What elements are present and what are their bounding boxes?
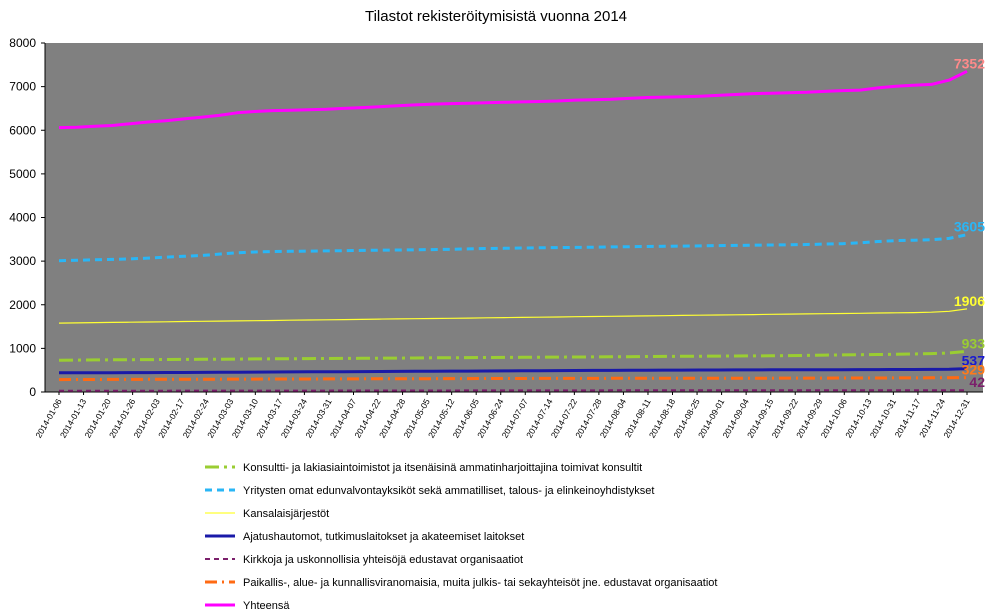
series-end-label: 537: [962, 353, 986, 369]
x-axis: 2014-01-062014-01-132014-01-202014-01-26…: [33, 391, 983, 440]
series-lines: [58, 69, 968, 392]
y-tick-label: 8000: [9, 36, 36, 50]
series-end-label: 1906: [954, 293, 985, 309]
legend-label: Ajatushautomot, tutkimuslaitokset ja aka…: [243, 531, 524, 543]
y-tick-label: 0: [29, 385, 36, 399]
series-end-label: 3605: [954, 219, 985, 235]
legend-label: Kirkkoja ja uskonnollisia yhteisöjä edus…: [243, 554, 523, 566]
series-end-label: 329: [962, 362, 986, 378]
series-line: [58, 308, 968, 324]
series-line: [58, 69, 968, 130]
legend-label: Konsultti- ja lakiasiaintoimistot ja its…: [243, 462, 642, 474]
series-line: [59, 389, 967, 392]
y-tick-label: 6000: [9, 123, 36, 137]
series-end-label: 42: [969, 374, 985, 390]
y-tick-label: 2000: [9, 298, 36, 312]
series-line: [58, 376, 968, 382]
series-line: [58, 349, 968, 362]
legend-label: Yritysten omat edunvalvontayksiköt sekä …: [243, 485, 654, 497]
y-tick-label: 4000: [9, 211, 36, 225]
y-tick-label: 3000: [9, 254, 36, 268]
y-tick-label: 1000: [9, 341, 36, 355]
series-end-label: 7352: [954, 55, 985, 71]
y-tick-label: 5000: [9, 167, 36, 181]
series-line: [58, 233, 968, 263]
series-end-label: 933: [962, 335, 986, 351]
series-line: [59, 367, 968, 375]
legend-label: Kansalaisjärjestöt: [243, 508, 329, 520]
y-axis: 0 1000 2000 3000 4000 5000 6000 7000 8000: [9, 36, 46, 399]
chart-title: Tilastot rekisteröitymisistä vuonna 2014: [365, 8, 627, 25]
y-tick-label: 7000: [9, 80, 36, 94]
legend: Konsultti- ja lakiasiaintoimistot ja its…: [205, 462, 717, 612]
legend-label: Paikallis-, alue- ja kunnallisviranomais…: [243, 577, 717, 589]
legend-label: Yhteensä: [243, 600, 290, 612]
plot-area-background: [45, 43, 983, 392]
